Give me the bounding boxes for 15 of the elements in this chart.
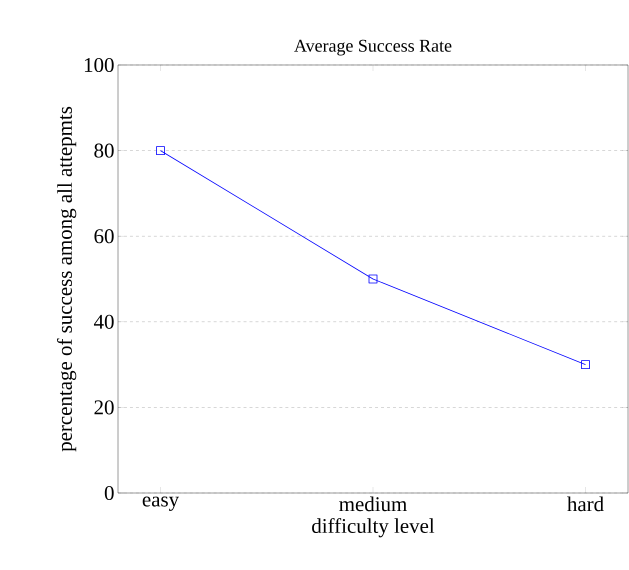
x-tick-label: easy: [142, 496, 180, 511]
x-tick-label: hard: [567, 496, 604, 512]
point: [156, 146, 165, 155]
y-tick-label: 60: [94, 229, 114, 244]
y-tick-label: 80: [94, 144, 114, 158]
x-tick-label: medium: [339, 496, 407, 512]
y-tick-label: 100: [84, 58, 114, 72]
point: [368, 274, 378, 284]
point: [581, 360, 590, 369]
y-tick-label: 0: [104, 486, 114, 500]
x-axis-title: difficulty level: [312, 518, 434, 538]
y-tick-label: 40: [94, 314, 114, 329]
chart-title: Average Success Rate: [294, 40, 452, 56]
y-axis-title: percentage of success among all attepmts: [57, 106, 76, 452]
y-tick-label: 20: [94, 400, 114, 414]
